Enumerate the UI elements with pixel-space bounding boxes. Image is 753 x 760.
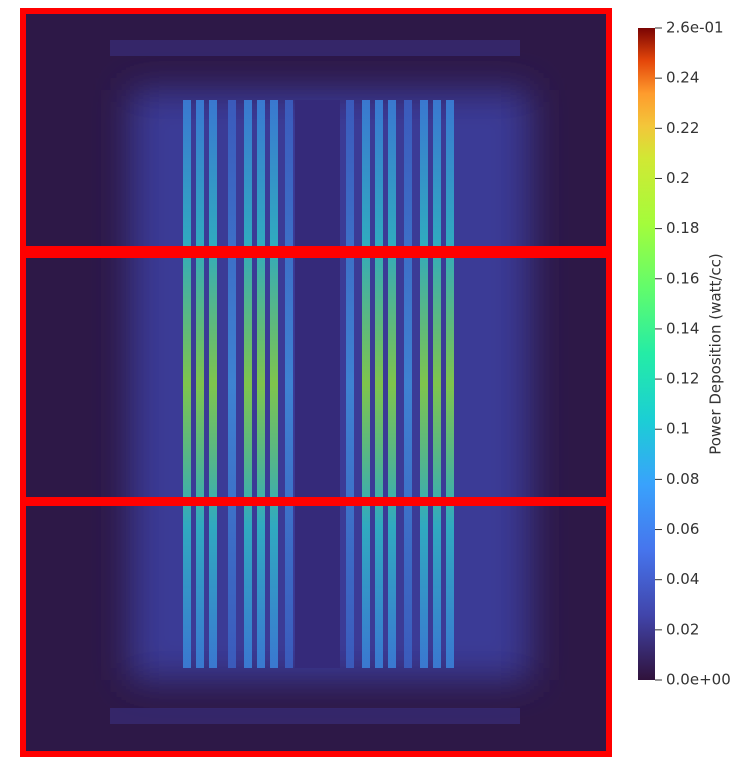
rod xyxy=(346,100,354,668)
colorbar xyxy=(638,28,655,680)
colorbar-tick-label: 0.04 xyxy=(666,570,699,588)
rod xyxy=(446,100,454,668)
rod xyxy=(285,100,293,668)
colorbar-tick-label: 0.2 xyxy=(666,169,690,187)
colorbar-label: Power Deposition (watt/cc) xyxy=(707,253,725,455)
rod xyxy=(270,100,278,668)
colorbar-tick-label: 0.22 xyxy=(666,119,699,137)
colorbar-tick-label: 0.0e+00 xyxy=(666,671,731,689)
rod xyxy=(388,100,396,668)
region-boxes xyxy=(20,8,612,757)
heatmap-image xyxy=(20,8,612,756)
rod xyxy=(404,100,412,668)
colorbar-tick-label: 0.08 xyxy=(666,470,699,488)
colorbar-tick-label: 0.06 xyxy=(666,520,699,538)
colorbar-tick-label: 0.02 xyxy=(666,620,699,638)
rod xyxy=(209,100,217,668)
colorbar-tick-label: 0.12 xyxy=(666,370,699,388)
rod xyxy=(257,100,265,668)
colorbar-tick-label: 0.14 xyxy=(666,319,699,337)
colorbar-tick-label: 2.6e-01 xyxy=(666,19,724,37)
rod xyxy=(228,100,236,668)
rod xyxy=(244,100,252,668)
rod xyxy=(420,100,428,668)
rod xyxy=(375,100,383,668)
colorbar-tick-label: 0.1 xyxy=(666,420,690,438)
rod xyxy=(183,100,191,668)
colorbar-tick-label: 0.24 xyxy=(666,69,699,87)
rod xyxy=(196,100,204,668)
rod xyxy=(433,100,441,668)
colorbar-tick-label: 0.16 xyxy=(666,269,699,287)
rod xyxy=(362,100,370,668)
colorbar-tick-label: 0.18 xyxy=(666,219,699,237)
